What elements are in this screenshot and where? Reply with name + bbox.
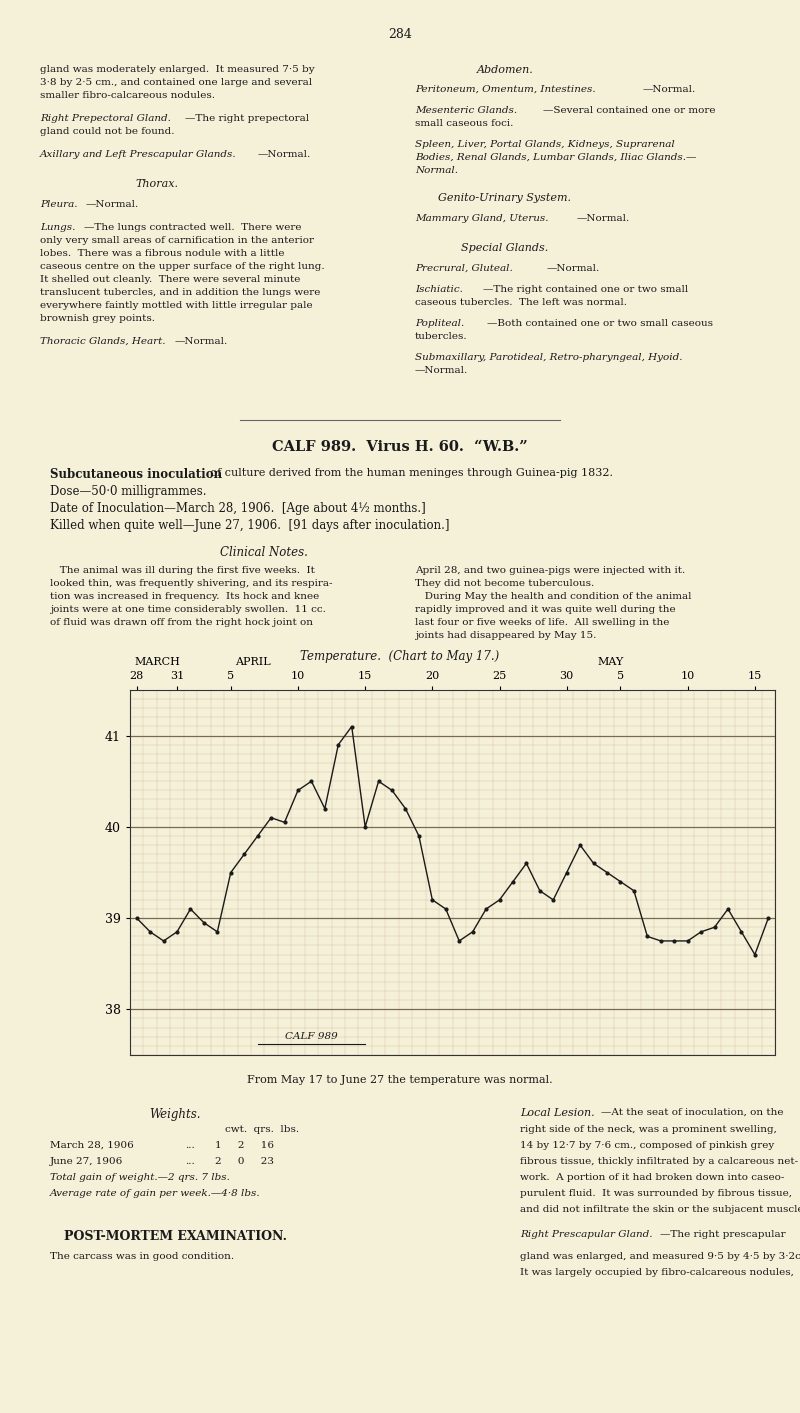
Text: work.  A portion of it had broken down into caseo-: work. A portion of it had broken down in…: [520, 1173, 784, 1183]
Text: Thorax.: Thorax.: [135, 179, 178, 189]
Text: gland was enlarged, and measured 9·5 by 4·5 by 3·2cm.: gland was enlarged, and measured 9·5 by …: [520, 1252, 800, 1260]
Text: APRIL: APRIL: [234, 657, 270, 667]
Text: Subcutaneous inoculation: Subcutaneous inoculation: [50, 468, 222, 480]
Text: smaller fibro-calcareous nodules.: smaller fibro-calcareous nodules.: [40, 90, 215, 100]
Text: and did not infiltrate the skin or the subjacent muscle.: and did not infiltrate the skin or the s…: [520, 1205, 800, 1214]
Text: CALF 989: CALF 989: [285, 1031, 338, 1040]
Text: fibrous tissue, thickly infiltrated by a calcareous net-: fibrous tissue, thickly infiltrated by a…: [520, 1157, 798, 1166]
Text: brownish grey points.: brownish grey points.: [40, 314, 155, 324]
Text: —Normal.: —Normal.: [577, 213, 630, 223]
Text: Axillary and Left Prescapular Glands.: Axillary and Left Prescapular Glands.: [40, 150, 237, 160]
Text: —Normal.: —Normal.: [258, 150, 311, 160]
Text: gland could not be found.: gland could not be found.: [40, 127, 174, 136]
Text: From May 17 to June 27 the temperature was normal.: From May 17 to June 27 the temperature w…: [247, 1075, 553, 1085]
Text: —Both contained one or two small caseous: —Both contained one or two small caseous: [487, 319, 713, 328]
Text: translucent tubercles, and in addition the lungs were: translucent tubercles, and in addition t…: [40, 288, 320, 297]
Text: 1     2     16: 1 2 16: [215, 1142, 274, 1150]
Text: purulent fluid.  It was surrounded by fibrous tissue,: purulent fluid. It was surrounded by fib…: [520, 1188, 792, 1198]
Text: The carcass was in good condition.: The carcass was in good condition.: [50, 1252, 234, 1260]
Text: Peritoneum, Omentum, Intestines.: Peritoneum, Omentum, Intestines.: [415, 85, 596, 95]
Text: looked thin, was frequently shivering, and its respira-: looked thin, was frequently shivering, a…: [50, 579, 333, 588]
Text: During May the health and condition of the animal: During May the health and condition of t…: [415, 592, 691, 601]
Text: Genito-Urinary System.: Genito-Urinary System.: [438, 194, 571, 203]
Text: Thoracic Glands, Heart.: Thoracic Glands, Heart.: [40, 336, 166, 346]
Text: Mammary Gland, Uterus.: Mammary Gland, Uterus.: [415, 213, 549, 223]
Text: joints were at one time considerably swollen.  11 cc.: joints were at one time considerably swo…: [50, 605, 326, 615]
Text: Ischiatic.: Ischiatic.: [415, 285, 463, 294]
Text: Abdomen.: Abdomen.: [477, 65, 534, 75]
Text: Killed when quite well—June 27, 1906.  [91 days after inoculation.]: Killed when quite well—June 27, 1906. [9…: [50, 519, 450, 533]
Text: They did not become tuberculous.: They did not become tuberculous.: [415, 579, 594, 588]
Text: March 28, 1906: March 28, 1906: [50, 1142, 134, 1150]
Text: 284: 284: [388, 28, 412, 41]
Text: Weights.: Weights.: [150, 1108, 201, 1121]
Text: Average rate of gain per week.—4·8 lbs.: Average rate of gain per week.—4·8 lbs.: [50, 1188, 261, 1198]
Text: MARCH: MARCH: [134, 657, 180, 667]
Text: Clinical Notes.: Clinical Notes.: [220, 545, 308, 560]
Text: last four or five weeks of life.  All swelling in the: last four or five weeks of life. All swe…: [415, 617, 670, 627]
Text: Local Lesion.: Local Lesion.: [520, 1108, 594, 1118]
Text: cwt.  qrs.  lbs.: cwt. qrs. lbs.: [225, 1125, 299, 1135]
Text: Special Glands.: Special Glands.: [462, 243, 549, 253]
Text: tion was increased in frequency.  Its hock and knee: tion was increased in frequency. Its hoc…: [50, 592, 319, 601]
Text: of culture derived from the human meninges through Guinea-pig 1832.: of culture derived from the human mening…: [207, 468, 613, 478]
Text: Temperature.  (Chart to May 17.): Temperature. (Chart to May 17.): [300, 650, 500, 663]
Text: —At the seat of inoculation, on the: —At the seat of inoculation, on the: [601, 1108, 783, 1118]
Text: —Normal.: —Normal.: [547, 264, 600, 273]
Text: Right Prepectoral Gland.: Right Prepectoral Gland.: [40, 114, 171, 123]
Text: —Normal.: —Normal.: [86, 201, 139, 209]
Text: The animal was ill during the first five weeks.  It: The animal was ill during the first five…: [50, 567, 315, 575]
Text: gland was moderately enlarged.  It measured 7·5 by: gland was moderately enlarged. It measur…: [40, 65, 314, 73]
Text: only very small areas of carnification in the anterior: only very small areas of carnification i…: [40, 236, 314, 244]
Text: right side of the neck, was a prominent swelling,: right side of the neck, was a prominent …: [520, 1125, 777, 1135]
Text: lobes.  There was a fibrous nodule with a little: lobes. There was a fibrous nodule with a…: [40, 249, 285, 259]
Text: —The right prepectoral: —The right prepectoral: [185, 114, 309, 123]
Text: ...: ...: [185, 1142, 194, 1150]
Text: —Normal.: —Normal.: [643, 85, 696, 95]
Text: 2     0     23: 2 0 23: [215, 1157, 274, 1166]
Text: ...: ...: [185, 1157, 194, 1166]
Text: joints had disappeared by May 15.: joints had disappeared by May 15.: [415, 632, 596, 640]
Text: 3·8 by 2·5 cm., and contained one large and several: 3·8 by 2·5 cm., and contained one large …: [40, 78, 312, 88]
Text: tubercles.: tubercles.: [415, 332, 468, 341]
Text: POST-MORTEM EXAMINATION.: POST-MORTEM EXAMINATION.: [63, 1229, 286, 1243]
Text: Total gain of weight.—2 qrs. 7 lbs.: Total gain of weight.—2 qrs. 7 lbs.: [50, 1173, 230, 1183]
Text: Bodies, Renal Glands, Lumbar Glands, Iliac Glands.—: Bodies, Renal Glands, Lumbar Glands, Ili…: [415, 153, 696, 162]
Text: Pleura.: Pleura.: [40, 201, 78, 209]
Text: Popliteal.: Popliteal.: [415, 319, 464, 328]
Text: small caseous foci.: small caseous foci.: [415, 119, 514, 129]
Text: caseous centre on the upper surface of the right lung.: caseous centre on the upper surface of t…: [40, 261, 325, 271]
Text: of fluid was drawn off from the right hock joint on: of fluid was drawn off from the right ho…: [50, 617, 313, 627]
Text: —The right prescapular: —The right prescapular: [660, 1229, 786, 1239]
Text: MAY: MAY: [598, 657, 624, 667]
Text: —The lungs contracted well.  There were: —The lungs contracted well. There were: [84, 223, 302, 232]
Text: —The right contained one or two small: —The right contained one or two small: [483, 285, 688, 294]
Text: —Normal.: —Normal.: [175, 336, 228, 346]
Text: 14 by 12·7 by 7·6 cm., composed of pinkish grey: 14 by 12·7 by 7·6 cm., composed of pinki…: [520, 1142, 774, 1150]
Text: June 27, 1906: June 27, 1906: [50, 1157, 123, 1166]
Text: Dose—50·0 milligrammes.: Dose—50·0 milligrammes.: [50, 485, 206, 497]
Text: Mesenteric Glands.: Mesenteric Glands.: [415, 106, 517, 114]
Text: Precrural, Gluteal.: Precrural, Gluteal.: [415, 264, 513, 273]
Text: Submaxillary, Parotideal, Retro-pharyngeal, Hyoid.: Submaxillary, Parotideal, Retro-pharynge…: [415, 353, 682, 362]
Text: April 28, and two guinea-pigs were injected with it.: April 28, and two guinea-pigs were injec…: [415, 567, 686, 575]
Text: caseous tubercles.  The left was normal.: caseous tubercles. The left was normal.: [415, 298, 627, 307]
Text: Normal.: Normal.: [415, 165, 458, 175]
Text: —Several contained one or more: —Several contained one or more: [543, 106, 715, 114]
Text: Date of Inoculation—March 28, 1906.  [Age about 4½ months.]: Date of Inoculation—March 28, 1906. [Age…: [50, 502, 426, 514]
Text: It was largely occupied by fibro-calcareous nodules,: It was largely occupied by fibro-calcare…: [520, 1267, 794, 1277]
Text: everywhere faintly mottled with little irregular pale: everywhere faintly mottled with little i…: [40, 301, 313, 309]
Text: It shelled out cleanly.  There were several minute: It shelled out cleanly. There were sever…: [40, 276, 300, 284]
Text: —Normal.: —Normal.: [415, 366, 468, 374]
Text: Lungs.: Lungs.: [40, 223, 75, 232]
Text: Right Prescapular Gland.: Right Prescapular Gland.: [520, 1229, 653, 1239]
Text: rapidly improved and it was quite well during the: rapidly improved and it was quite well d…: [415, 605, 676, 615]
Text: Spleen, Liver, Portal Glands, Kidneys, Suprarenal: Spleen, Liver, Portal Glands, Kidneys, S…: [415, 140, 674, 148]
Text: CALF 989.  Virus H. 60.  “W.B.”: CALF 989. Virus H. 60. “W.B.”: [272, 439, 528, 454]
